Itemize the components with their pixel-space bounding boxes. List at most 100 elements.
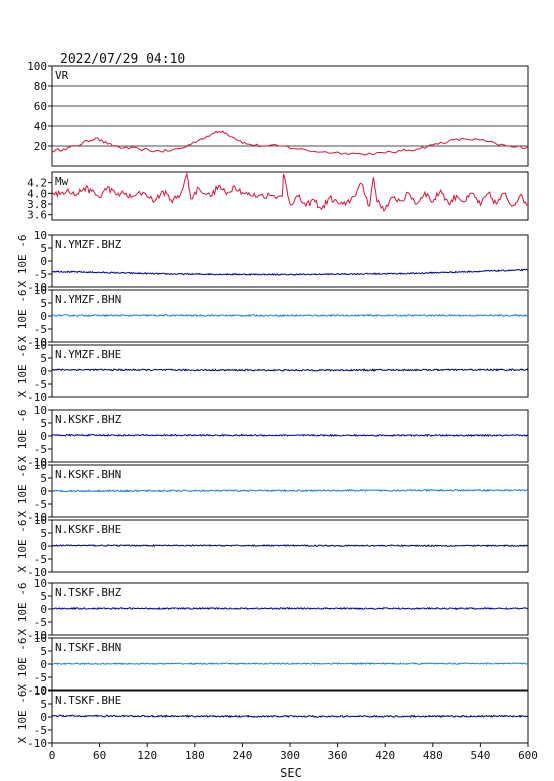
y-tick-label: -5 <box>34 671 47 684</box>
series-line <box>51 488 529 493</box>
panel-mw: 4.24.03.83.6 Mw <box>27 171 529 222</box>
x-tick-label: 480 <box>423 749 443 762</box>
panel-label: N.KSKF.BHE <box>55 523 121 536</box>
y-unit-label: X 10E -6 <box>16 638 29 691</box>
x-tick-label: 540 <box>470 749 490 762</box>
y-tick-label: 5 <box>40 590 47 603</box>
y-tick-label: -10 <box>27 336 47 349</box>
y-tick-label: -10 <box>27 737 47 750</box>
series-line <box>51 368 529 372</box>
y-tick-label: -10 <box>27 566 47 579</box>
panel-label: N.TSKF.BHE <box>55 694 121 707</box>
y-tick-label: 10 <box>34 577 47 590</box>
panel-label: VR <box>55 69 69 82</box>
series-line <box>51 172 528 212</box>
y-tick-label: 0 <box>40 540 47 553</box>
y-unit-label: X 10E -6 <box>16 583 29 636</box>
series-line <box>51 433 529 438</box>
y-tick-label: 10 <box>34 339 47 352</box>
panel-frame <box>51 65 529 167</box>
y-tick-label: 0 <box>40 711 47 724</box>
y-tick-label: 10 <box>34 632 47 645</box>
panel-label: N.TSKF.BHZ <box>55 586 122 599</box>
series-line <box>51 313 528 318</box>
y-tick-label: 5 <box>40 297 47 310</box>
y-tick-label: -5 <box>34 443 47 456</box>
panel-label: N.TSKF.BHN <box>55 641 121 654</box>
y-unit-label: X 10E -6 <box>16 290 29 343</box>
x-tick-label: 180 <box>185 749 205 762</box>
y-tick-label: 0 <box>40 485 47 498</box>
y-tick-label: 4.0 <box>27 187 47 200</box>
y-unit-label: X 10E -6 <box>16 345 29 398</box>
y-tick-label: 10 <box>34 404 47 417</box>
y-unit-labels: X 10E -6 X 10E -6 X 10E -6 X 10E -6 X 10E -6… <box>16 235 29 744</box>
y-tick-label: 40 <box>34 120 47 133</box>
x-tick-label: 240 <box>232 749 252 762</box>
y-tick-label: 20 <box>34 140 47 153</box>
y-tick-label: -10 <box>27 511 47 524</box>
y-tick-label: 3.6 <box>27 209 47 222</box>
x-tick-label: 360 <box>328 749 348 762</box>
y-tick-label: -5 <box>34 616 47 629</box>
y-tick-label: 4.2 <box>27 177 47 190</box>
panel-n-ymzf-bhz: 10 50-5-10 N.YMZF.BHZ <box>27 229 529 294</box>
y-tick-label: 10 <box>34 459 47 472</box>
y-unit-label: X 10E -6 <box>16 235 29 288</box>
y-tick-label: -10 <box>27 391 47 404</box>
y-tick-label: -10 <box>27 629 47 642</box>
y-tick-label: -5 <box>34 323 47 336</box>
x-axis-title: SEC <box>280 766 302 780</box>
y-tick-label: 100 <box>27 60 47 73</box>
y-tick-label: -10 <box>27 456 47 469</box>
y-tick-label: 3.8 <box>27 198 47 211</box>
y-unit-label: X 10E -6 <box>16 465 29 518</box>
y-tick-label: 10 <box>34 284 47 297</box>
series-line <box>51 268 529 276</box>
y-tick-label: 10 <box>34 514 47 527</box>
x-tick-label: 300 <box>280 749 300 762</box>
y-tick-label: -10 <box>27 684 47 697</box>
series-line <box>51 662 528 666</box>
y-tick-label: 5 <box>40 527 47 540</box>
y-tick-label: -5 <box>34 498 47 511</box>
panel-label: N.YMZF.BHN <box>55 293 121 306</box>
y-tick-label: 80 <box>34 80 47 93</box>
series-line <box>52 606 529 611</box>
y-tick-label: -5 <box>34 724 47 737</box>
series-line <box>51 714 529 719</box>
x-tick-label: 600 <box>518 749 538 762</box>
panel-label: N.YMZF.BHZ <box>55 238 122 251</box>
panel-vr: 100 80 60 40 20 VR <box>27 60 529 167</box>
x-tick-label: 120 <box>137 749 157 762</box>
panel-label: N.YMZF.BHE <box>55 348 121 361</box>
y-unit-label: X 10E -6 <box>16 410 29 463</box>
y-tick-label: 5 <box>40 417 47 430</box>
y-tick-label: 0 <box>40 430 47 443</box>
panel-label: N.KSKF.BHZ <box>55 413 122 426</box>
panel-label: N.KSKF.BHN <box>55 468 121 481</box>
y-unit-label: X 10E -6 <box>16 520 29 573</box>
y-tick-label: 0 <box>40 365 47 378</box>
panel-frame <box>51 690 529 744</box>
y-tick-label: -5 <box>34 268 47 281</box>
y-tick-label: 5 <box>40 242 47 255</box>
y-tick-label: 0 <box>40 658 47 671</box>
y-tick-label: 0 <box>40 255 47 268</box>
x-axis: 0 60 120 180 240 300 360 420 480 540 600 <box>49 743 538 762</box>
chart-panels: 10080604020VR4.24.03.83.6Mw1050-5-10N.YM… <box>27 60 529 750</box>
series-line <box>51 543 529 548</box>
series-line <box>51 130 529 156</box>
y-tick-label: -10 <box>27 281 47 294</box>
y-tick-label: 5 <box>40 645 47 658</box>
y-tick-label: 0 <box>40 603 47 616</box>
y-tick-label: 5 <box>40 472 47 485</box>
timestamp-label: 2022/07/29 04:10 <box>60 52 185 67</box>
